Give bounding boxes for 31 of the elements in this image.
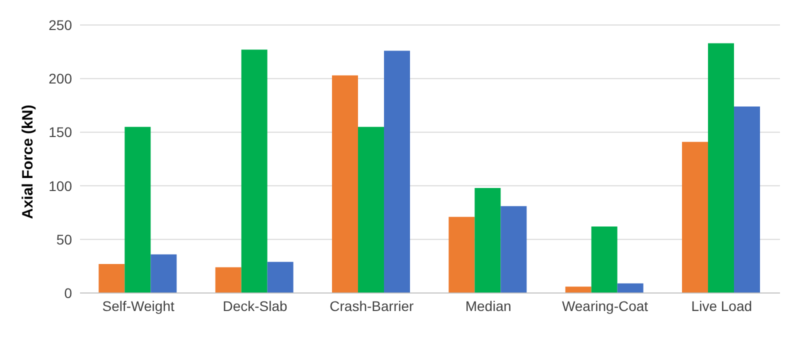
bar bbox=[98, 264, 125, 293]
bar bbox=[384, 50, 410, 293]
bar bbox=[734, 106, 760, 293]
x-tick-label: Median bbox=[465, 298, 512, 314]
bar bbox=[124, 126, 151, 293]
x-tick-label: Wearing-Coat bbox=[562, 298, 648, 314]
y-tick-label: 50 bbox=[56, 231, 72, 248]
x-tick-label: Self-Weight bbox=[102, 298, 174, 314]
bar bbox=[591, 226, 618, 293]
bar bbox=[150, 254, 177, 293]
bar bbox=[267, 262, 294, 293]
bar bbox=[500, 206, 527, 293]
y-tick-label: 100 bbox=[48, 178, 72, 194]
x-tick-label: Deck-Slab bbox=[222, 298, 288, 314]
bar bbox=[358, 126, 384, 293]
bar bbox=[215, 267, 242, 293]
y-tick-label: 250 bbox=[48, 16, 72, 33]
bar bbox=[565, 286, 592, 293]
y-tick-label: 0 bbox=[64, 284, 72, 301]
x-tick-label: Crash-Barrier bbox=[330, 298, 414, 314]
bar bbox=[448, 216, 475, 293]
y-tick-label: 150 bbox=[48, 124, 72, 140]
y-tick-label: 200 bbox=[48, 70, 72, 87]
y-axis-title: Axial Force (kN) bbox=[19, 104, 36, 219]
bar bbox=[708, 43, 734, 293]
bar bbox=[474, 188, 501, 293]
x-tick-label: Live Load bbox=[691, 298, 752, 314]
bar bbox=[617, 283, 644, 293]
bar bbox=[682, 142, 708, 293]
bar bbox=[332, 75, 358, 293]
bar bbox=[241, 50, 268, 293]
